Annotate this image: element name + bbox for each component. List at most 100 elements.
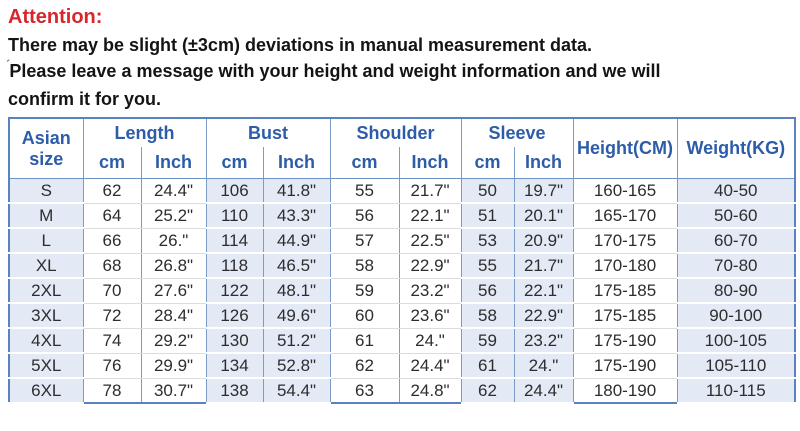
value-cell: 28.4" — [140, 303, 207, 329]
value-cell: 23.6" — [398, 303, 462, 329]
value-cell: 23.2" — [513, 328, 574, 354]
value-cell: 55 — [460, 253, 515, 279]
value-cell: 62 — [329, 353, 400, 379]
value-cell: 70-80 — [676, 253, 796, 279]
value-cell: 49.6" — [262, 303, 331, 329]
value-cell: 134 — [205, 353, 264, 379]
value-cell: 29.2" — [140, 328, 207, 354]
value-cell: 80-90 — [676, 278, 796, 304]
value-cell: 29.9" — [140, 353, 207, 379]
value-cell: 20.9" — [513, 228, 574, 254]
size-table: Asian size Length Bust Shoulder Sleeve H… — [8, 117, 797, 404]
asian-size-line1: Asian — [21, 127, 71, 148]
value-cell: 62 — [460, 378, 515, 404]
green-tick-mark: ˊ — [6, 57, 11, 72]
notice-line-2-text: Please leave a message with your height … — [9, 61, 661, 81]
value-cell: 20.1" — [513, 203, 574, 229]
value-cell: 25.2" — [140, 203, 207, 229]
value-cell: 60-70 — [676, 228, 796, 254]
value-cell: 55 — [329, 178, 400, 204]
value-cell: 43.3" — [262, 203, 331, 229]
header-group-row: Asian size Length Bust Shoulder Sleeve H… — [8, 118, 796, 179]
notice-line-2: ˊPlease leave a message with your height… — [6, 57, 790, 86]
value-cell: 30.7" — [140, 378, 207, 404]
value-cell: 22.9" — [513, 303, 574, 329]
value-cell: 24.4" — [513, 378, 574, 404]
subcol-bust-cm: cm — [205, 147, 264, 179]
value-cell: 24.8" — [398, 378, 462, 404]
notice-line-3: confirm it for you. — [8, 89, 161, 109]
header-sub-row: cm Inch cm Inch cm Inch cm Inch — [9, 147, 795, 179]
col-header-shoulder: Shoulder — [329, 118, 462, 147]
subcol-sleeve-inch: Inch — [513, 147, 574, 179]
size-cell: 3XL — [8, 303, 84, 329]
value-cell: 19.7" — [513, 178, 574, 204]
size-cell: 6XL — [8, 378, 84, 404]
value-cell: 59 — [329, 278, 400, 304]
value-cell: 175-190 — [572, 328, 678, 354]
size-cell: 5XL — [8, 353, 84, 379]
value-cell: 50-60 — [676, 203, 796, 229]
value-cell: 57 — [329, 228, 400, 254]
table-row: 3XL 72 28.4" 126 49.6" 60 23.6" 58 22.9" 175-185 9… — [8, 303, 796, 329]
subcol-length-cm: cm — [82, 147, 142, 179]
col-header-length: Length — [82, 118, 207, 147]
table-row: M 64 25.2" 110 43.3" 56 22.1" 51 20.1" 165-170 50-… — [8, 203, 796, 229]
value-cell: 100-105 — [676, 328, 796, 354]
subcol-sleeve-cm: cm — [460, 147, 515, 179]
col-header-bust: Bust — [205, 118, 331, 147]
notice: Attention: There may be slight (±3cm) de… — [0, 0, 800, 114]
value-cell: 46.5" — [262, 253, 331, 279]
value-cell: 58 — [329, 253, 400, 279]
col-header-weight: Weight(KG) — [676, 118, 796, 179]
subcol-length-inch: Inch — [140, 147, 207, 179]
size-cell: XL — [8, 253, 84, 279]
value-cell: 40-50 — [676, 178, 796, 204]
value-cell: 138 — [205, 378, 264, 404]
value-cell: 24.4" — [398, 353, 462, 379]
table-row: 5XL 76 29.9" 134 52.8" 62 24.4" 61 24." 175-190 10… — [8, 353, 796, 379]
value-cell: 180-190 — [572, 378, 678, 404]
value-cell: 41.8" — [262, 178, 331, 204]
value-cell: 110-115 — [676, 378, 796, 404]
value-cell: 64 — [82, 203, 142, 229]
col-header-asian-size: Asian size — [8, 118, 84, 179]
value-cell: 105-110 — [676, 353, 796, 379]
value-cell: 53 — [460, 228, 515, 254]
value-cell: 23.2" — [398, 278, 462, 304]
value-cell: 160-165 — [572, 178, 678, 204]
value-cell: 56 — [329, 203, 400, 229]
value-cell: 44.9" — [262, 228, 331, 254]
table-row: 2XL 70 27.6" 122 48.1" 59 23.2" 56 22.1" 175-185 8… — [8, 278, 796, 304]
attention-heading: Attention: — [8, 6, 103, 28]
col-header-sleeve: Sleeve — [460, 118, 574, 147]
value-cell: 66 — [82, 228, 142, 254]
value-cell: 22.5" — [398, 228, 462, 254]
size-table-body: S 62 24.4" 106 41.8" 55 21.7" 50 19.7" 160-165 40-… — [8, 178, 796, 404]
size-cell: M — [8, 203, 84, 229]
value-cell: 21.7" — [513, 253, 574, 279]
value-cell: 175-185 — [572, 278, 678, 304]
value-cell: 59 — [460, 328, 515, 354]
table-row: 6XL 78 30.7" 138 54.4" 63 24.8" 62 24.4" 180-190 1… — [8, 378, 796, 404]
value-cell: 70 — [82, 278, 142, 304]
value-cell: 60 — [329, 303, 400, 329]
subcol-shoulder-inch: Inch — [398, 147, 462, 179]
value-cell: 130 — [205, 328, 264, 354]
subcol-bust-inch: Inch — [262, 147, 331, 179]
value-cell: 175-190 — [572, 353, 678, 379]
size-cell: 4XL — [8, 328, 84, 354]
table-row: L 66 26." 114 44.9" 57 22.5" 53 20.9" 170-175 60-7… — [8, 228, 796, 254]
size-table-header: Asian size Length Bust Shoulder Sleeve H… — [8, 118, 796, 179]
value-cell: 24." — [398, 328, 462, 354]
value-cell: 26.8" — [140, 253, 207, 279]
value-cell: 165-170 — [572, 203, 678, 229]
size-cell: 2XL — [8, 278, 84, 304]
value-cell: 50 — [460, 178, 515, 204]
size-cell: S — [8, 178, 84, 204]
value-cell: 27.6" — [140, 278, 207, 304]
table-row: S 62 24.4" 106 41.8" 55 21.7" 50 19.7" 160-165 40-… — [8, 178, 796, 204]
value-cell: 114 — [205, 228, 264, 254]
value-cell: 72 — [82, 303, 142, 329]
